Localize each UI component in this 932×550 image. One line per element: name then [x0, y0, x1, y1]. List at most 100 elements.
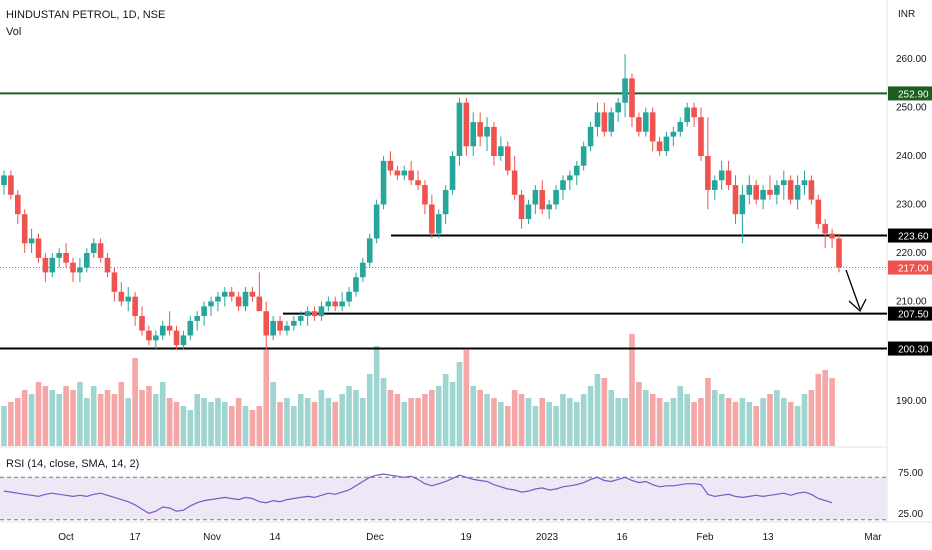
candle-body: [339, 301, 345, 307]
arrow-shaft: [845, 269, 861, 310]
volume-bar: [208, 402, 214, 446]
candle-body: [684, 107, 690, 123]
volume-bar: [401, 402, 408, 446]
candle-body: [159, 325, 166, 336]
price-axis-tick: 220.00: [896, 248, 927, 259]
volume-bar: [456, 362, 463, 446]
candle-body: [360, 262, 366, 278]
candle-body: [84, 253, 90, 268]
candle-body: [70, 262, 76, 273]
price-axis-tick: 210.00: [896, 297, 927, 308]
volume-bar: [829, 378, 835, 446]
volume-bar: [394, 394, 401, 446]
volume-bar: [470, 386, 477, 446]
volume-bar: [808, 390, 815, 446]
volume-bar: [642, 390, 649, 446]
candle-body: [256, 296, 263, 312]
volume-bar: [132, 358, 138, 446]
candle-body: [822, 223, 828, 234]
time-axis-tick: Oct: [58, 532, 74, 543]
candle-body: [408, 170, 414, 181]
time-axis-tick: 17: [129, 532, 141, 543]
candle-body: [642, 112, 649, 132]
candle-body: [539, 189, 546, 210]
volume-bar: [291, 406, 297, 446]
candle-body: [767, 189, 773, 195]
candle-body: [373, 204, 380, 239]
time-axis-tick: Nov: [203, 532, 221, 543]
volume-bar: [408, 398, 414, 446]
volume-bar: [477, 390, 483, 446]
volume-bar: [366, 374, 373, 446]
volume-bar: [511, 390, 518, 446]
volume-bar: [767, 394, 773, 446]
volume-bar: [49, 390, 56, 446]
candle-body: [1, 175, 7, 186]
candle-body: [636, 117, 642, 132]
candle-body: [649, 112, 656, 142]
candle-body: [435, 214, 442, 234]
candle-body: [318, 306, 325, 317]
volume-bar: [656, 398, 663, 446]
candle-body: [470, 122, 477, 147]
volume-bar: [815, 374, 822, 446]
volume-bar: [332, 402, 339, 446]
volume-bar: [546, 402, 552, 446]
volume-bar: [56, 394, 63, 446]
last-price-label-bg: [888, 260, 932, 275]
candle-body: [332, 301, 339, 307]
candle-body: [228, 291, 235, 297]
candle-body: [353, 277, 359, 292]
candle-body: [711, 180, 718, 190]
volume-bar: [601, 378, 608, 446]
volume-bar: [373, 346, 380, 446]
candle-body: [442, 189, 449, 215]
level-price-label: 207.50: [898, 310, 929, 321]
volume-bar: [780, 398, 787, 446]
candle-body: [104, 257, 111, 273]
candle-body: [498, 146, 504, 156]
volume-bar: [422, 394, 428, 446]
volume-bar: [180, 406, 187, 446]
candle-body: [15, 194, 21, 215]
volume-bar: [97, 394, 104, 446]
volume-bar: [725, 398, 732, 446]
candle-body: [132, 296, 138, 317]
candle-body: [387, 160, 394, 171]
volume-bar: [498, 402, 504, 446]
volume-bar: [677, 386, 684, 446]
volume-bar: [146, 386, 152, 446]
rsi-label: RSI (14, close, SMA, 14, 2): [6, 458, 140, 470]
candle-body: [56, 253, 63, 258]
candle-body: [270, 320, 276, 336]
candle-body: [691, 107, 697, 118]
level-price-label: 252.90: [898, 89, 929, 100]
volume-bar: [608, 390, 615, 446]
volume-bar: [339, 394, 345, 446]
volume-bar: [63, 386, 69, 446]
candle-body: [111, 272, 118, 292]
candle-body: [125, 296, 132, 302]
volume-bar: [415, 398, 421, 446]
price-axis-tick: 190.00: [896, 396, 927, 407]
volume-bar: [629, 334, 635, 446]
volume-bar: [77, 382, 83, 446]
candle-body: [21, 214, 28, 244]
candle-body: [511, 170, 518, 195]
volume-bar: [21, 390, 28, 446]
candle-body: [8, 175, 14, 195]
candle-body: [746, 185, 753, 195]
candle-body: [146, 330, 152, 341]
volume-bar: [463, 350, 470, 446]
candle-body: [836, 238, 842, 268]
level-price-label-bg: [888, 86, 932, 101]
time-axis-tick: 16: [616, 532, 628, 543]
level-price-label-bg: [888, 306, 932, 321]
volume-bar: [159, 382, 166, 446]
candle-body: [235, 296, 242, 307]
candle-body: [222, 291, 228, 297]
volume-bar: [139, 390, 145, 446]
candle-body: [118, 291, 125, 302]
volume-bar: [15, 398, 21, 446]
